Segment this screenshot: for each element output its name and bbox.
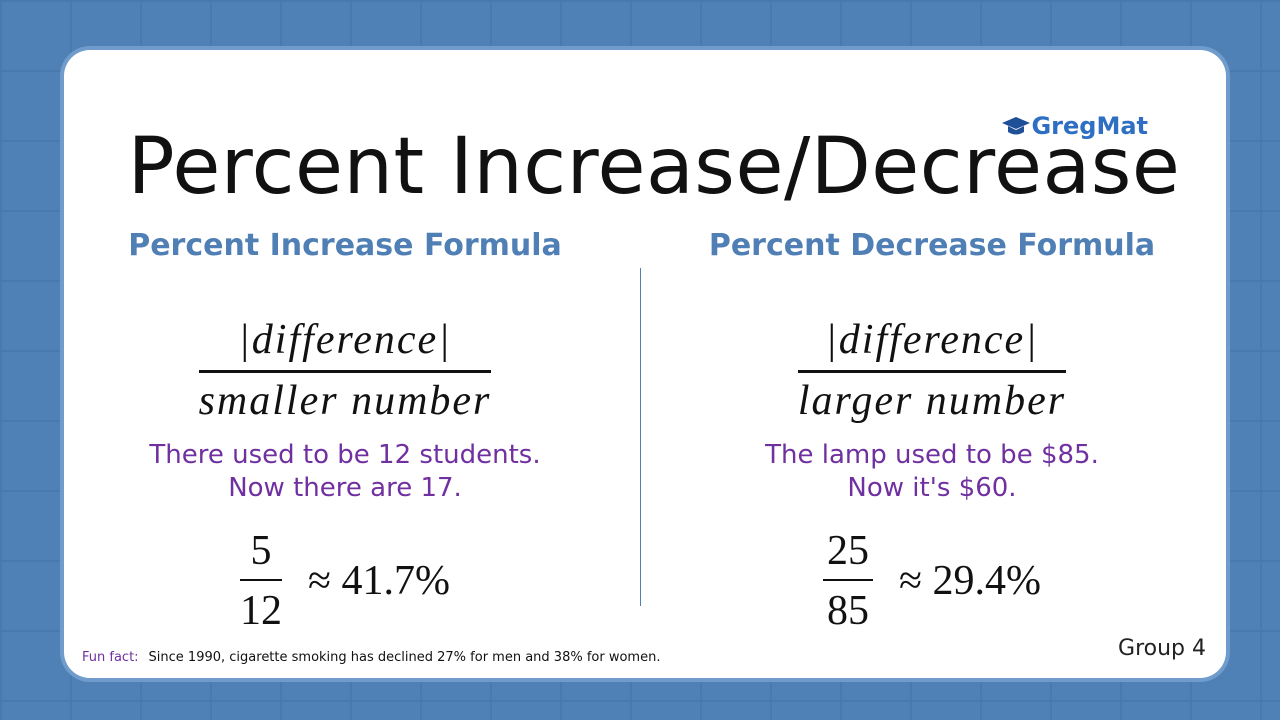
example: There used to be 12 students. Now there a… — [65, 439, 625, 505]
example-line: Now it's $60. — [847, 473, 1017, 503]
heading: Percent Decrease Formula — [708, 228, 1156, 263]
title: Percent Increase/Decrease — [127, 122, 1181, 212]
logo: GregMat — [1001, 112, 1148, 140]
numerator: 5 — [239, 527, 282, 581]
denominator: smaller number — [198, 378, 492, 424]
numerator: |difference| — [198, 316, 492, 373]
logo-icon — [1002, 117, 1031, 135]
denominator: larger number — [797, 378, 1067, 424]
decrease-panel: Percent Decrease Formula |difference| lar… — [652, 228, 1212, 635]
slide: GregMat Percent Increase/Decrease Percen… — [64, 50, 1226, 678]
example-line: The lamp used to be $85. — [765, 440, 1099, 470]
fun-fact: Fun fact: Since 1990, cigarette smoking h… — [82, 650, 660, 665]
example-line: Now there are 17. — [228, 473, 462, 503]
fun-fact-text: Since 1990, cigarette smoking has declin… — [148, 650, 661, 665]
footer: Group 4 — [1118, 636, 1206, 661]
approx: ≈ 29.4% — [898, 558, 1042, 604]
result-fraction: 25 85 — [822, 527, 873, 635]
result: 25 85 ≈ 29.4% — [652, 527, 1212, 635]
numerator: 25 — [822, 527, 873, 581]
logo-text: GregMat — [1031, 112, 1148, 140]
formula: |difference| larger number — [797, 316, 1067, 425]
numerator: |difference| — [797, 316, 1067, 373]
formula: |difference| smaller number — [198, 316, 492, 425]
heading: Percent Increase Formula — [128, 228, 562, 263]
denominator: 85 — [826, 588, 869, 634]
example-line: There used to be 12 students. — [149, 440, 541, 470]
approx: ≈ 41.7% — [307, 558, 451, 604]
fun-fact-label: Fun fact: — [82, 650, 139, 665]
example: The lamp used to be $85. Now it's $60. — [652, 439, 1212, 505]
divider — [640, 268, 641, 606]
denominator: 12 — [239, 588, 282, 634]
increase-panel: Percent Increase Formula |difference| sma… — [65, 228, 625, 635]
result-fraction: 5 12 — [239, 527, 282, 635]
result: 5 12 ≈ 41.7% — [65, 527, 625, 635]
